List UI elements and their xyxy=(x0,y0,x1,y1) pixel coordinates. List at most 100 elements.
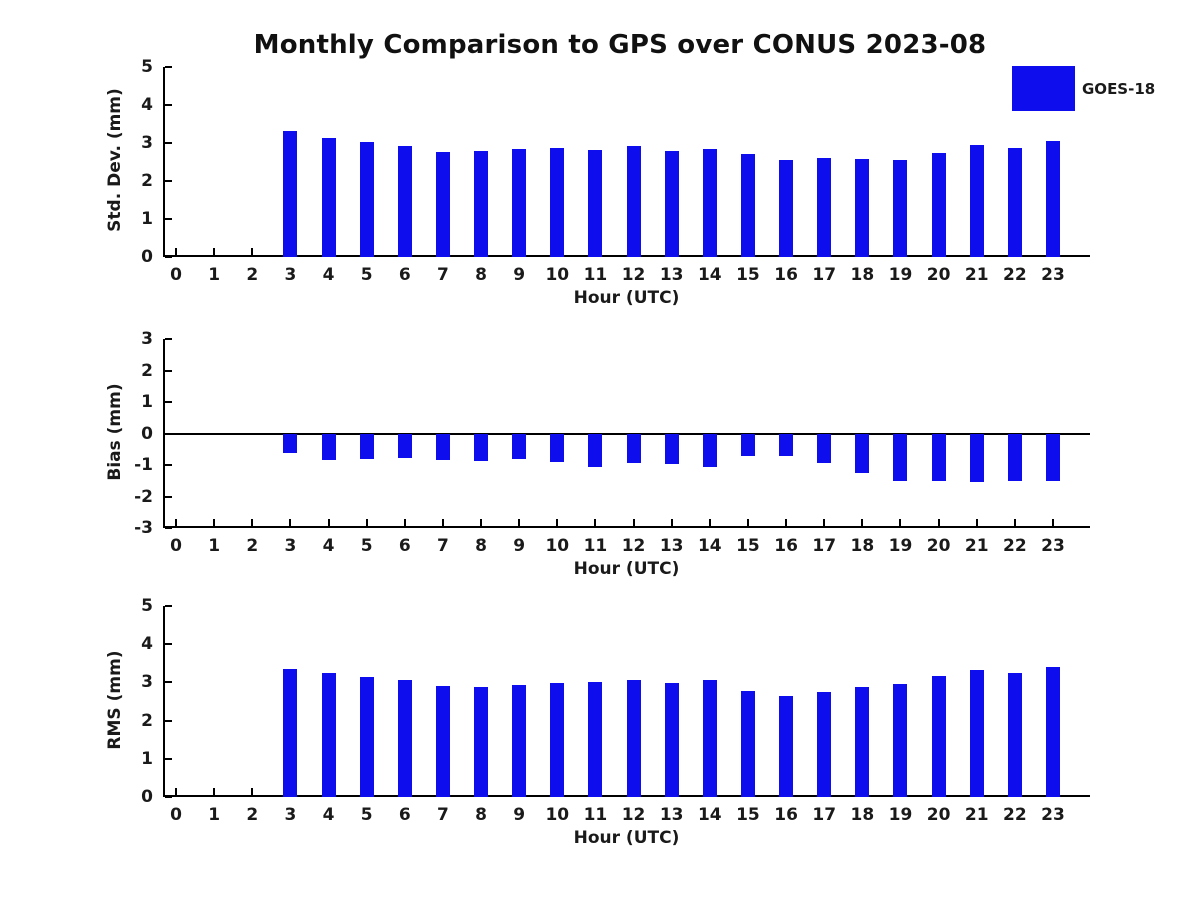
bar-hour-11 xyxy=(588,150,603,257)
x-tick-label: 17 xyxy=(812,536,837,556)
bar-hour-14 xyxy=(702,680,717,797)
x-tick-label: 8 xyxy=(475,536,487,556)
y-tick xyxy=(165,464,172,466)
x-tick xyxy=(1013,519,1016,526)
zero-line xyxy=(163,432,1090,435)
bar-hour-17 xyxy=(817,692,832,797)
bar-hour-12 xyxy=(626,680,641,797)
bar-hour-10 xyxy=(550,433,565,462)
x-tick-label: 21 xyxy=(964,536,989,556)
x-tick xyxy=(746,519,749,526)
bar-hour-7 xyxy=(435,433,450,460)
x-tick-label: 5 xyxy=(360,265,373,285)
x-tick-label: 16 xyxy=(774,805,798,825)
x-tick-label: 0 xyxy=(170,536,182,556)
y-tick xyxy=(165,401,172,403)
rms-mm-chart xyxy=(163,606,1090,797)
x-tick-label: 16 xyxy=(774,265,798,285)
y-tick-label: 4 xyxy=(141,95,153,115)
bar-hour-23 xyxy=(1045,667,1060,797)
x-tick xyxy=(175,519,177,526)
x-tick-label: 17 xyxy=(812,265,837,285)
chart-title: Monthly Comparison to GPS over CONUS 202… xyxy=(253,30,987,60)
bar-hour-12 xyxy=(626,433,641,464)
x-tick-label: 2 xyxy=(246,536,259,556)
x-tick xyxy=(441,519,444,526)
x-tick xyxy=(708,519,711,526)
bar-hour-9 xyxy=(512,433,527,459)
x-tick xyxy=(1051,519,1054,526)
x-tick xyxy=(556,519,559,526)
x-tick-label: 18 xyxy=(850,536,875,556)
x-tick-label: 19 xyxy=(888,536,913,556)
x-tick-label: 22 xyxy=(1003,805,1027,825)
x-tick xyxy=(251,248,254,255)
y-tick-label: -3 xyxy=(134,518,153,538)
y-tick-label: -1 xyxy=(134,455,153,475)
x-tick-label: 20 xyxy=(926,265,951,285)
x-tick-label: 0 xyxy=(170,265,182,285)
x-tick xyxy=(289,519,292,526)
x-tick xyxy=(403,519,406,526)
x-tick-label: 1 xyxy=(208,265,221,285)
bar-hour-16 xyxy=(779,433,794,456)
x-tick xyxy=(861,519,864,526)
x-axis-label: Hour (UTC) xyxy=(573,828,680,848)
x-tick-label: 4 xyxy=(322,536,335,556)
x-tick-label: 23 xyxy=(1041,536,1065,556)
x-tick-label: 9 xyxy=(513,536,526,556)
x-tick-label: 6 xyxy=(398,265,411,285)
y-tick-label: 4 xyxy=(141,634,153,655)
x-tick-label: 1 xyxy=(208,536,221,556)
bar-hour-13 xyxy=(664,433,679,464)
bar-hour-14 xyxy=(702,433,717,468)
x-tick-label: 2 xyxy=(246,805,259,825)
x-tick-label: 16 xyxy=(774,536,798,556)
bar-hour-15 xyxy=(740,433,755,457)
y-tick-label: 2 xyxy=(141,360,153,381)
bar-hour-6 xyxy=(397,679,412,797)
x-tick-label: 3 xyxy=(284,805,297,825)
y-tick xyxy=(165,495,172,498)
bar-hour-4 xyxy=(321,672,336,797)
bar-hour-8 xyxy=(474,433,489,461)
y-tick xyxy=(165,681,172,684)
x-tick-label: 8 xyxy=(475,265,487,285)
y-tick-label: 3 xyxy=(141,672,153,693)
x-tick-label: 15 xyxy=(736,265,760,285)
bar-hour-21 xyxy=(969,433,984,483)
bar-hour-15 xyxy=(740,690,755,797)
bar-hour-6 xyxy=(397,433,412,459)
x-tick-label: 23 xyxy=(1041,265,1065,285)
y-tick-label: -2 xyxy=(134,486,153,507)
x-axis-label: Hour (UTC) xyxy=(573,559,680,579)
bar-hour-11 xyxy=(588,433,603,467)
x-tick-label: 11 xyxy=(583,265,608,285)
bar-hour-15 xyxy=(740,153,755,257)
bar-hour-9 xyxy=(512,685,527,797)
x-tick xyxy=(213,519,216,526)
x-tick-label: 10 xyxy=(545,265,570,285)
x-tick xyxy=(213,248,216,255)
x-tick-label: 8 xyxy=(475,805,487,825)
bar-hour-18 xyxy=(855,433,870,473)
x-tick-label: 15 xyxy=(736,536,760,556)
x-tick xyxy=(175,788,177,795)
y-axis-label: Std. Dev. (mm) xyxy=(105,88,125,232)
x-tick-label: 13 xyxy=(659,805,684,825)
x-tick xyxy=(632,519,635,526)
x-tick-label: 10 xyxy=(545,536,570,556)
bar-hour-19 xyxy=(893,433,908,482)
bar-hour-22 xyxy=(1007,672,1022,797)
x-tick-label: 14 xyxy=(697,265,722,285)
bar-hour-18 xyxy=(855,687,870,797)
bar-hour-8 xyxy=(474,150,489,257)
x-tick-label: 7 xyxy=(436,805,449,825)
bar-hour-5 xyxy=(359,433,374,459)
x-tick-label: 12 xyxy=(621,805,646,825)
x-tick-label: 7 xyxy=(436,265,449,285)
y-tick xyxy=(165,643,172,646)
x-tick xyxy=(785,519,788,526)
y-tick-label: 5 xyxy=(141,57,153,77)
bar-hour-12 xyxy=(626,146,641,257)
